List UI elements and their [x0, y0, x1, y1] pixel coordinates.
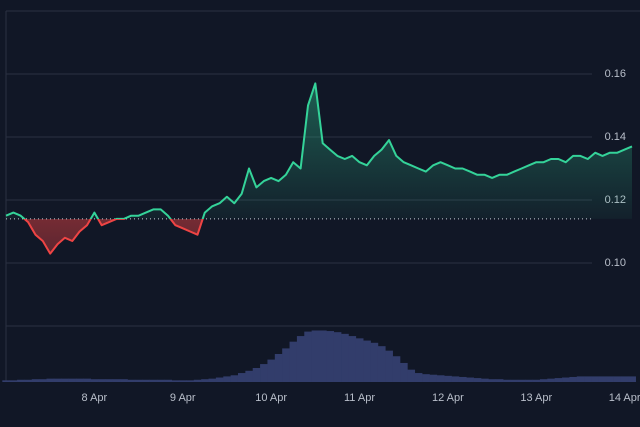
volume-bar	[319, 330, 327, 382]
y-tick-label: 0.10	[605, 257, 626, 269]
x-tick-label: 11 Apr	[344, 392, 375, 404]
x-tick-label: 9 Apr	[170, 392, 196, 404]
volume-bar	[525, 379, 533, 382]
volume-bar	[495, 379, 504, 382]
volume-bar	[488, 379, 497, 382]
volume-bar	[164, 379, 173, 382]
volume-bar	[458, 376, 467, 382]
volume-bar	[208, 378, 217, 382]
volume-bar	[237, 373, 246, 382]
x-tick-label: 8 Apr	[82, 392, 108, 404]
volume-bar	[289, 341, 298, 382]
volume-bar	[466, 377, 474, 382]
volume-bar	[83, 378, 91, 382]
y-tick-label: 0.14	[605, 131, 626, 143]
volume-bar	[127, 379, 136, 382]
x-tick-label: 10 Apr	[255, 392, 287, 404]
volume-bar	[355, 338, 364, 382]
volume-bar	[348, 336, 357, 382]
x-tick-label: 14 Apr	[609, 392, 640, 404]
volume-bar	[17, 379, 25, 382]
volume-bar	[193, 379, 202, 382]
volume-bar	[105, 379, 114, 382]
volume-bar	[186, 380, 195, 382]
volume-bar	[46, 378, 55, 382]
volume-bar	[451, 376, 460, 382]
volume-bar	[2, 380, 10, 382]
volume-bar	[429, 374, 438, 382]
volume-bar	[562, 377, 570, 382]
volume-bar	[201, 379, 209, 382]
volume-bar	[620, 376, 629, 382]
volume-bar	[120, 379, 128, 382]
volume-bar	[142, 379, 150, 382]
volume-bar	[156, 379, 165, 382]
volume-bar	[422, 374, 430, 382]
volume-bar	[569, 376, 578, 382]
x-tick-label: 12 Apr	[432, 392, 464, 404]
volume-bar	[341, 333, 349, 382]
volume-bar	[31, 379, 40, 382]
volume-bar	[39, 379, 47, 382]
volume-bar	[75, 378, 84, 382]
volume-bar	[61, 378, 69, 382]
volume-bar	[134, 379, 143, 382]
volume-bar	[223, 376, 231, 382]
volume-bar	[215, 377, 224, 382]
volume-bar	[333, 332, 342, 382]
volume-bar	[98, 379, 106, 382]
volume-bar	[304, 331, 312, 382]
volume-bar	[370, 342, 379, 382]
volume-bar	[576, 376, 585, 382]
volume-bar	[407, 369, 416, 382]
volume-bar	[539, 379, 548, 382]
volume-bar	[90, 379, 99, 382]
x-tick-label: 13 Apr	[520, 392, 552, 404]
volume-bar	[252, 368, 261, 382]
volume-bar	[24, 379, 33, 382]
volume-bar	[171, 380, 180, 382]
volume-bar	[149, 379, 158, 382]
volume-bar	[591, 376, 600, 382]
volume-bar	[436, 375, 445, 382]
volume-bar	[311, 330, 320, 382]
volume-bar	[385, 350, 393, 382]
volume-bar	[554, 378, 563, 382]
volume-bar	[326, 331, 335, 382]
volume-bar	[547, 378, 555, 382]
volume-bar	[613, 376, 622, 382]
volume-bar	[503, 379, 511, 382]
volume-bar	[260, 364, 268, 382]
volume-bar	[628, 376, 636, 382]
volume-bar	[68, 378, 77, 382]
volume-bar	[112, 379, 121, 382]
y-tick-label: 0.16	[605, 68, 626, 80]
volume-bar	[179, 380, 187, 382]
volume-bar	[363, 340, 371, 382]
volume-bar	[598, 376, 607, 382]
volume-bar	[400, 362, 408, 382]
volume-bar	[377, 346, 386, 382]
volume-bar	[606, 376, 614, 382]
volume-bar	[9, 380, 18, 382]
volume-bar	[414, 373, 423, 382]
price-line	[5, 82, 633, 255]
volume-bar	[53, 378, 62, 382]
volume-bar	[274, 354, 283, 382]
volume-bar	[517, 379, 526, 382]
volume-bar	[296, 336, 305, 382]
volume-bar	[510, 379, 519, 382]
volume-bar	[230, 375, 239, 382]
volume-bar	[245, 370, 254, 382]
volume-bar	[473, 378, 482, 382]
volume-bar	[532, 379, 541, 382]
volume-bar	[392, 356, 401, 382]
volume-bar	[282, 348, 290, 382]
volume-bar	[444, 375, 452, 382]
volume-bar	[267, 359, 276, 382]
volume-bar	[584, 376, 592, 382]
volume-bar	[481, 378, 489, 382]
